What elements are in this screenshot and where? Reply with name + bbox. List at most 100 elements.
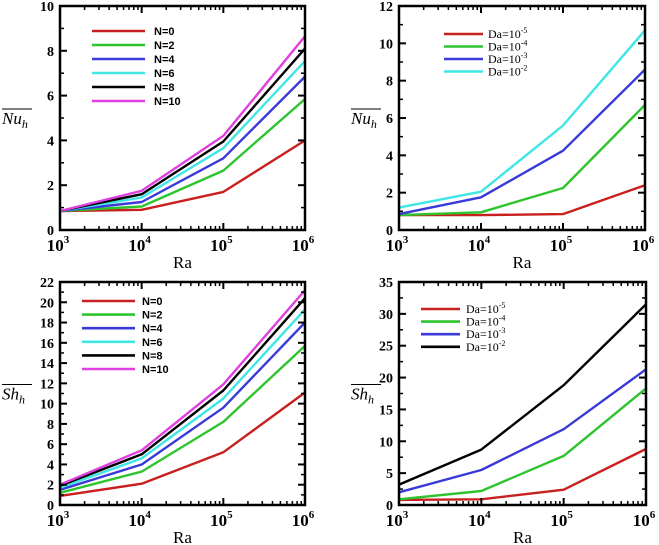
legend-label: N=4 [142, 323, 163, 335]
y-tick-label: 15 [379, 403, 393, 418]
y-tick-label: 4 [47, 458, 54, 473]
y-axis-label: Shh [2, 385, 25, 407]
y-tick-label: 4 [386, 149, 393, 164]
series-line-4 [59, 60, 306, 213]
series-line-1 [59, 139, 306, 213]
series-line-3 [59, 321, 306, 491]
series-line-5 [59, 47, 306, 213]
series-line-2 [59, 345, 306, 494]
legend-label: N=0 [142, 296, 163, 308]
legend-label: N=6 [142, 337, 163, 349]
y-tick-label: 0 [386, 224, 393, 239]
y-tick-label: 8 [386, 75, 393, 90]
y-tick-label: 12 [379, 0, 393, 15]
series-line-2 [398, 104, 646, 217]
plot-frame [58, 4, 307, 232]
legend-label: N=8 [154, 82, 175, 94]
y-tick-label: 20 [379, 372, 393, 387]
y-tick-label: 0 [47, 499, 54, 514]
y-tick-label: 20 [40, 296, 54, 311]
legend-label: N=2 [154, 40, 175, 52]
y-tick-label: 10 [379, 435, 393, 450]
x-tick-label: 105 [550, 234, 573, 255]
y-tick-label: 6 [386, 112, 393, 127]
legend-label: N=0 [154, 26, 175, 38]
x-tick-label: 103 [386, 509, 409, 530]
legend-label: Da=10-2 [466, 339, 505, 354]
legend-label: Da=10-5 [466, 301, 505, 316]
y-tick-label: 14 [40, 357, 54, 372]
y-axis-label: Shh [351, 385, 374, 407]
x-axis-label: Ra [173, 253, 192, 272]
x-tick-label: 104 [468, 234, 491, 255]
x-axis-label: Ra [173, 528, 192, 545]
y-tick-label: 10 [379, 37, 393, 52]
chart-panel-4: 103 104 105 10605101520253035RaShhDa=10-5Da… [351, 276, 656, 545]
chart-panel-2: 103 104 105 106 0 2 4 6 8 10 12 Ra Nuh Da=10-5Da=10-4… [350, 0, 655, 272]
series-line-2 [59, 98, 306, 213]
legend-label: N=10 [154, 96, 181, 108]
x-tick-label: 106 [292, 234, 315, 255]
y-tick-label: 8 [47, 418, 54, 433]
legend-label: N=2 [142, 310, 163, 322]
y-tick-label: 10 [40, 0, 54, 15]
y-tick-label: 18 [40, 317, 54, 332]
legend-label: Da=10-5 [488, 26, 527, 41]
series-line-4 [398, 303, 647, 486]
plot-frame [397, 280, 648, 507]
x-tick-label: 104 [128, 509, 151, 530]
series-line-3 [398, 368, 647, 494]
x-tick-label: 103 [386, 234, 409, 255]
chart-panel-3: 103 104 105 106 0 2 4 6 8 10 12 14 16 18 20 22 Ra Shh N=0 N… [2, 276, 315, 545]
chart-panel-1: 103 104 105 106 0 2 4 6 8 10 Ra Nuh N=0 N=2 N=4 N=6 N=8 N… [1, 0, 315, 272]
y-tick-label: 2 [47, 179, 54, 194]
y-tick-label: 10 [40, 398, 54, 413]
y-tick-label: 8 [47, 45, 54, 60]
x-tick-label: 105 [210, 509, 233, 530]
y-tick-label: 2 [386, 187, 393, 202]
y-axis-label: Nuh [350, 109, 377, 131]
legend-label: N=10 [142, 364, 169, 376]
series-line-1 [59, 391, 306, 498]
series-line-6 [59, 289, 306, 486]
x-tick-label: 105 [210, 234, 233, 255]
y-tick-label: 30 [379, 308, 393, 323]
y-tick-label: 0 [386, 499, 393, 514]
x-tick-label: 106 [292, 509, 315, 530]
y-tick-label: 0 [47, 224, 54, 239]
series-line-5 [59, 297, 306, 487]
x-tick-label: 106 [632, 234, 655, 255]
y-tick-label: 6 [47, 438, 54, 453]
y-tick-label: 4 [47, 134, 54, 149]
legend-label: Da=10-3 [466, 326, 505, 341]
x-tick-label: 103 [47, 509, 70, 530]
series-line-1 [398, 447, 647, 502]
y-tick-label: 25 [379, 340, 393, 355]
x-axis-label: Ra [513, 253, 532, 272]
series-line-6 [59, 35, 306, 213]
x-tick-label: 104 [468, 509, 491, 530]
x-tick-label: 105 [550, 509, 573, 530]
legend-label: Da=10-4 [466, 314, 505, 329]
y-tick-label: 22 [40, 276, 54, 291]
y-tick-label: 2 [47, 479, 54, 494]
legend-label: N=6 [154, 68, 175, 80]
series-line-3 [398, 68, 646, 216]
y-tick-label: 35 [379, 276, 393, 291]
y-tick-label: 5 [386, 467, 393, 482]
legend-label: Da=10-2 [488, 64, 527, 79]
series-line-4 [59, 308, 306, 489]
series-line-3 [59, 75, 306, 213]
legend-label: Da=10-4 [488, 39, 527, 54]
y-tick-label: 16 [40, 337, 54, 352]
x-tick-label: 106 [633, 509, 656, 530]
y-tick-label: 12 [40, 377, 54, 392]
x-tick-label: 104 [128, 234, 151, 255]
y-axis-label: Nuh [1, 109, 28, 131]
series-line-4 [398, 29, 646, 209]
legend-label: N=8 [142, 350, 163, 362]
series-line-1 [399, 184, 646, 217]
legend-label: N=4 [154, 54, 175, 66]
series-line-2 [398, 387, 647, 501]
